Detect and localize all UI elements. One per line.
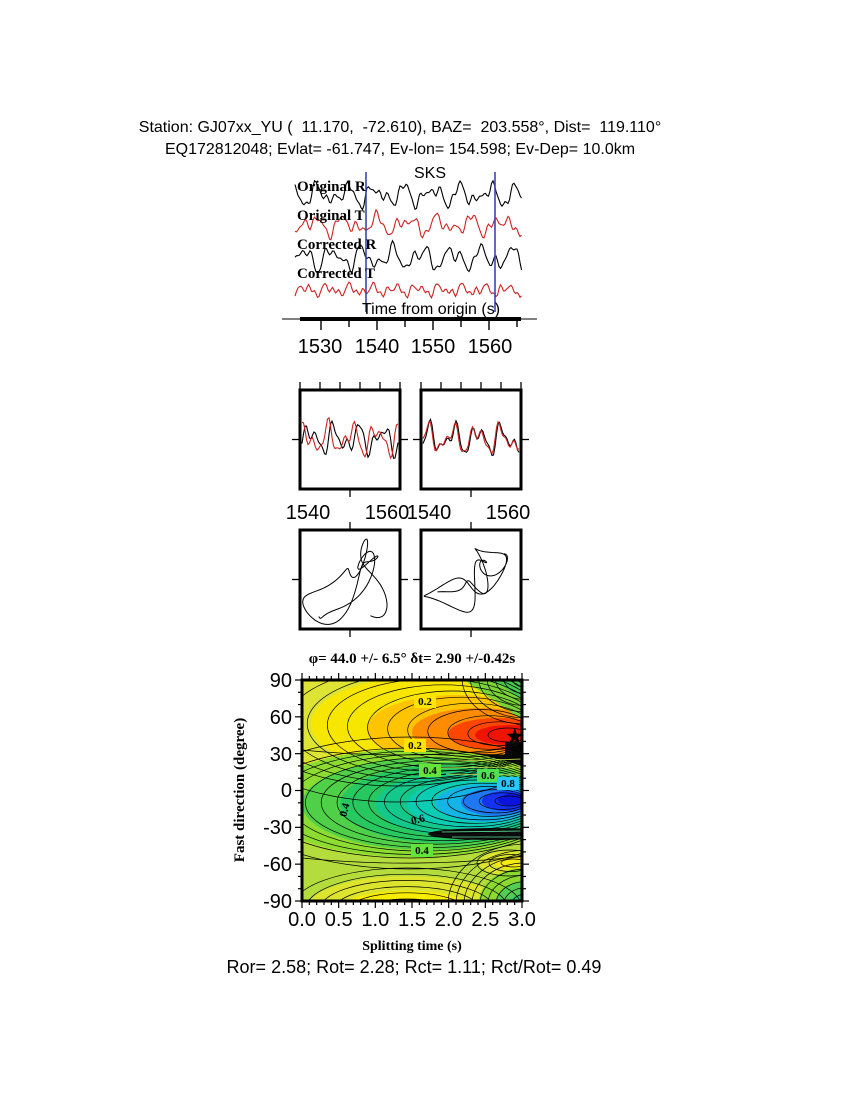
time-tick-1540: 1540 bbox=[355, 336, 400, 358]
pm-left-box bbox=[298, 528, 402, 631]
cmp-left-traces bbox=[301, 416, 399, 460]
contour-xlabel: Splitting time (s) bbox=[362, 939, 462, 954]
cmp-left-tick-1540: 1540 bbox=[286, 502, 331, 524]
contour-ylabel: Fast direction (degree) bbox=[232, 718, 248, 862]
contour-label-box bbox=[497, 777, 519, 790]
contour-level-label: 0.4 bbox=[337, 801, 352, 818]
svg-text:0.0: 0.0 bbox=[288, 909, 316, 931]
contour-xtick-labels: 0.0 0.5 1.0 1.5 2.0 2.5 3.0 bbox=[288, 909, 536, 931]
svg-text:1.5: 1.5 bbox=[398, 909, 426, 931]
svg-text:90: 90 bbox=[270, 670, 292, 692]
results-line: Ror= 2.58; Rot= 2.28; Rct= 1.11; Rct/Rot… bbox=[226, 957, 602, 977]
contour-label-box bbox=[404, 739, 426, 752]
time-tick-1550: 1550 bbox=[411, 336, 456, 358]
contour-label-box bbox=[419, 764, 441, 777]
contour-label-boxes bbox=[404, 695, 519, 857]
seismogram-panel: SKS Original R Original T Corrected R Co… bbox=[282, 165, 537, 358]
svg-text:-30: -30 bbox=[263, 817, 292, 839]
time-axis-label: Time from origin (s) bbox=[362, 301, 500, 318]
figure-title: Station: GJ07xx_YU ( 11.170, -72.610), B… bbox=[138, 119, 662, 136]
contour-level-label: 0.4 bbox=[415, 845, 429, 857]
time-tick-1530: 1530 bbox=[298, 336, 343, 358]
figure-subtitle: EQ172812048; Evlat= -61.747, Ev-lon= 154… bbox=[164, 141, 636, 158]
time-axis-ticks bbox=[320, 321, 518, 330]
contour-level-label: 0.6 bbox=[410, 812, 427, 827]
contour-frame bbox=[300, 678, 524, 903]
time-tick-1560: 1560 bbox=[468, 336, 513, 358]
best-fit-star bbox=[506, 728, 523, 744]
cmp-right-box bbox=[419, 388, 523, 491]
contour-level-label: 0.8 bbox=[501, 778, 515, 790]
trace-label-original-t: Original T bbox=[297, 208, 365, 224]
svg-text:2.5: 2.5 bbox=[471, 909, 499, 931]
svg-text:2.0: 2.0 bbox=[435, 909, 463, 931]
svg-text:1.0: 1.0 bbox=[361, 909, 389, 931]
cmp-left-tick-1560: 1560 bbox=[365, 502, 410, 524]
contour-level-label: 0.2 bbox=[418, 696, 432, 708]
svg-text:3.0: 3.0 bbox=[508, 909, 536, 931]
svg-text:0: 0 bbox=[281, 780, 292, 802]
contour-level-label: 0.2 bbox=[408, 740, 422, 752]
trace-label-original-r: Original R bbox=[297, 179, 366, 195]
error-surface-panel: 0.2 0.2 0.4 0.6 0.8 0.4 0.6 0.4 φ= 44.0 … bbox=[232, 651, 536, 954]
contour-label-box bbox=[414, 695, 436, 708]
contour-level-label: 0.6 bbox=[481, 770, 495, 782]
cmp-right-traces bbox=[422, 417, 520, 457]
svg-text:0.5: 0.5 bbox=[325, 909, 353, 931]
svg-text:-90: -90 bbox=[263, 891, 292, 913]
contour-label-box bbox=[411, 844, 433, 857]
cmp-left-box bbox=[298, 388, 402, 491]
trace-label-corrected-r: Corrected R bbox=[297, 237, 376, 253]
contour-level-label: 0.4 bbox=[423, 765, 437, 777]
window-panels: 1540 1560 1540 1560 bbox=[286, 382, 531, 637]
cmp-right-tick-1540: 1540 bbox=[407, 502, 452, 524]
svg-text:60: 60 bbox=[270, 707, 292, 729]
contour-title: φ= 44.0 +/- 6.5° δt= 2.90 +/-0.42s bbox=[309, 651, 516, 667]
cmp-right-tick-1560: 1560 bbox=[486, 502, 531, 524]
pm-right-curve bbox=[423, 548, 509, 613]
window-markers bbox=[365, 172, 496, 312]
contour-ytick-labels: 90 60 30 0 -30 -60 -90 bbox=[263, 670, 292, 913]
contour-field bbox=[302, 680, 522, 901]
trace-label-corrected-t: Corrected T bbox=[297, 266, 375, 282]
pm-right-box bbox=[419, 528, 523, 631]
pm-left-curve bbox=[302, 538, 388, 625]
phase-label: SKS bbox=[414, 165, 446, 182]
contour-label-box bbox=[477, 769, 499, 782]
svg-text:30: 30 bbox=[270, 744, 292, 766]
seismogram-traces bbox=[294, 179, 523, 300]
svg-text:-60: -60 bbox=[263, 854, 292, 876]
